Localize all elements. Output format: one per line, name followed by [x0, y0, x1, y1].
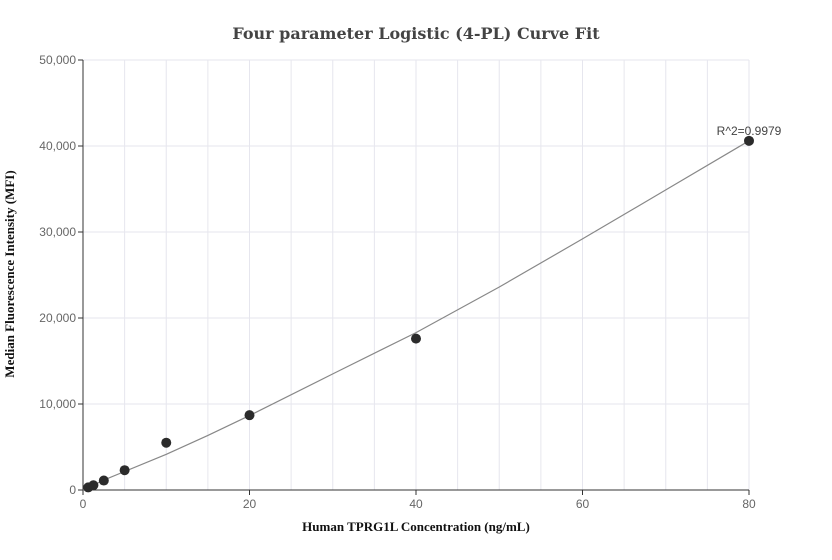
x-axis-label: Human TPRG1L Concentration (ng/mL)	[302, 519, 530, 534]
data-point	[411, 333, 421, 344]
y-axis-label: Median Fluorescence Intensity (MFI)	[2, 170, 17, 377]
x-tick-label: 80	[742, 497, 756, 511]
y-tick-label: 20,000	[39, 311, 76, 325]
y-tick-label: 30,000	[39, 225, 76, 239]
data-point	[88, 480, 99, 491]
data-point	[244, 410, 255, 421]
x-tick-label: 20	[243, 497, 257, 511]
chart-title: Four parameter Logistic (4-PL) Curve Fit	[232, 24, 600, 43]
axes	[78, 59, 750, 495]
y-tick-label: 0	[69, 483, 76, 497]
data-points	[83, 135, 754, 493]
data-point	[744, 135, 754, 146]
grid	[82, 59, 750, 491]
r-squared-annotation: R^2=0.9979	[717, 124, 782, 138]
data-point	[161, 437, 172, 448]
y-tick-label: 10,000	[39, 397, 76, 411]
y-tick-label: 50,000	[39, 53, 76, 67]
x-tick-label: 60	[576, 497, 590, 511]
x-tick-label: 0	[80, 497, 87, 511]
tick-labels: 0 10,000 20,000 30,000 40,000 50,000 0 20 40 60 80	[39, 53, 756, 511]
y-tick-label: 40,000	[39, 139, 76, 153]
x-tick-label: 40	[409, 497, 423, 511]
data-point	[119, 465, 130, 476]
data-point	[98, 475, 109, 486]
